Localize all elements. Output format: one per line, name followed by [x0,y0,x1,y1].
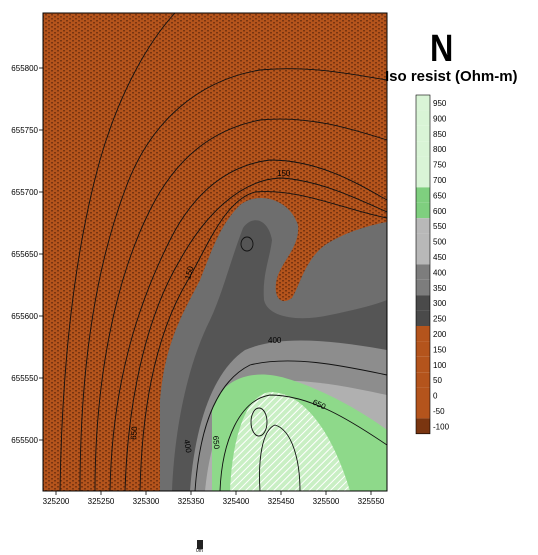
legend-level-label: 750 [433,161,447,170]
legend-swatch [416,310,430,326]
legend-level-label: 500 [433,238,447,247]
legend-swatch [416,341,430,357]
contour-ring [240,236,254,252]
legend-swatch [416,110,430,126]
contour-label: 650 [129,426,139,441]
x-tick-label: 325400 [223,497,250,506]
legend-level-label: 50 [433,376,442,385]
legend-swatch [416,403,430,419]
legend-frame [415,94,431,435]
contour-line [124,177,387,491]
north-arrow-label: N [430,28,454,70]
legend-level-label: 600 [433,207,447,216]
contour-ring [250,407,268,437]
x-tick-label: 325550 [358,497,385,506]
legend-swatch [416,279,430,296]
contour-label: 150 [183,265,195,281]
y-tick-label: 655750 [11,126,38,135]
contour-label: 150 [277,169,291,178]
y-tick-label: 655650 [11,250,38,259]
y-tick-label: 655550 [11,374,38,383]
contour-label: 400 [182,439,193,454]
legend-level-label: 200 [433,330,447,339]
legend-level-label: 700 [433,176,447,185]
scale-marker-icon [197,540,203,549]
legend-level-label: 250 [433,315,447,324]
contour-line [219,394,387,491]
contour-label: 400 [268,336,282,345]
legend-swatch [416,202,430,219]
legend-level-label: 100 [433,361,447,370]
legend-level-label: 950 [433,99,447,108]
legend-title: Iso resist (Ohm-m) [385,68,518,85]
legend-level-label: 150 [433,345,447,354]
legend-swatch [416,418,430,434]
x-tick-label: 325450 [268,497,295,506]
legend-swatch [416,249,430,265]
legend-level-label: 400 [433,268,447,277]
legend-swatch [416,156,430,172]
legend-swatch [416,141,430,157]
x-tick-label: 325250 [88,497,115,506]
x-tick-label: 325300 [133,497,160,506]
scale-marker: 0m [196,540,204,554]
legend-swatch [416,95,430,111]
contour-label: 650 [211,435,221,450]
contour-line [139,191,387,491]
legend-swatch [416,264,430,280]
legend-level-label: 850 [433,130,447,139]
y-tick-label: 655700 [11,188,38,197]
x-tick-label: 325500 [313,497,340,506]
legend-swatch [416,218,430,234]
legend-level-label: 450 [433,253,447,262]
legend-swatch [416,372,430,388]
legend-level-label: 900 [433,114,447,123]
legend-colorbar [415,94,431,435]
legend-swatch [416,387,430,403]
x-tick-label: 325350 [178,497,205,506]
contour-line [109,159,387,491]
legend-swatch [416,233,430,249]
legend-swatch [416,172,430,188]
legend-swatch [416,356,430,373]
plot-frame [42,12,388,492]
legend-level-label: -100 [433,422,450,431]
legend-level-label: 550 [433,222,447,231]
contour-line [194,360,387,491]
contour-line [94,118,387,491]
legend-swatch [416,326,430,342]
legend-swatch [416,125,430,142]
contour-line [259,424,301,491]
y-tick-label: 655600 [11,312,38,321]
x-tick-label: 325200 [43,497,70,506]
y-tick-label: 655500 [11,436,38,445]
legend-swatch [416,295,430,311]
legend-swatch [416,187,430,203]
legend-level-label: -50 [433,407,445,416]
legend-level-label: 350 [433,284,447,293]
legend-level-label: 800 [433,145,447,154]
legend-level-label: 650 [433,191,447,200]
contour-line [59,13,176,491]
legend-level-label: 300 [433,299,447,308]
legend-level-label: 0 [433,392,438,401]
y-tick-label: 655800 [11,64,38,73]
scale-marker-label: 0m [196,548,203,554]
contour-line [79,68,387,491]
